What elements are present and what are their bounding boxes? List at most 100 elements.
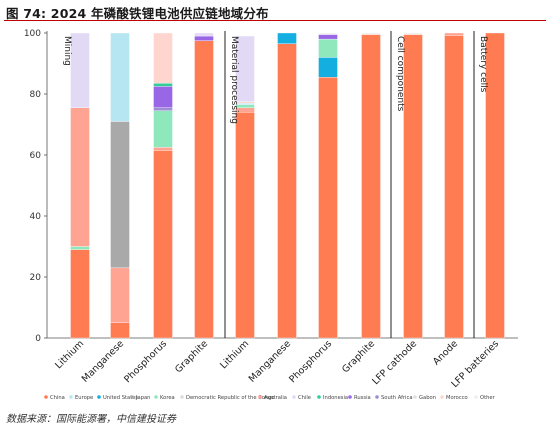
legend-label: China bbox=[50, 395, 65, 401]
legend-swatch bbox=[258, 395, 262, 399]
legend-label: Russia bbox=[354, 395, 371, 401]
chart: 0 20 40 60 80 100 Mining Material processing Cel… bbox=[24, 29, 518, 401]
x-tick-label: Manganese bbox=[80, 338, 126, 384]
bar-segment-korea bbox=[318, 38, 338, 58]
y-tick-label: 80 bbox=[30, 90, 42, 100]
legend-label: Indonesia bbox=[323, 395, 348, 401]
source-note: 数据来源：国际能源署，中信建投证券 bbox=[6, 414, 176, 425]
figure-title: 图 74: 2024 年磷酸铁锂电池供应链地域分布 bbox=[6, 6, 269, 21]
legend-item: Democratic Republic of the Congo bbox=[180, 395, 275, 401]
bar-group-manganese bbox=[277, 32, 297, 339]
legend-item: United States bbox=[97, 395, 138, 401]
legend-label: Australia bbox=[264, 395, 287, 401]
bar-segment-japan bbox=[110, 121, 130, 269]
bar-segment-australia bbox=[444, 32, 464, 36]
y-tick-label: 100 bbox=[24, 29, 41, 39]
bar-segment-indonesia bbox=[153, 83, 173, 87]
bar-segment-china bbox=[235, 112, 255, 339]
bar-group-phosphorus bbox=[318, 32, 338, 339]
bar-segment-europe bbox=[110, 32, 130, 122]
bar-segment-australia bbox=[110, 267, 130, 323]
x-tick-label: Graphite bbox=[340, 338, 377, 375]
bar-group-lithium bbox=[70, 32, 90, 339]
legend-swatch bbox=[180, 395, 184, 399]
title-divider bbox=[4, 20, 546, 21]
bar-segment-other bbox=[403, 32, 423, 35]
legend-label: South Africa bbox=[381, 395, 413, 401]
x-tick-label: Phosphorus bbox=[122, 338, 169, 385]
legend-swatch bbox=[317, 395, 321, 399]
legend-label: Japan bbox=[135, 395, 150, 401]
legend-label: Chile bbox=[298, 395, 311, 401]
section-label: Battery cells bbox=[478, 36, 488, 93]
bar-group-anode bbox=[444, 32, 464, 339]
legend-swatch bbox=[69, 395, 73, 399]
bar-segment-china bbox=[110, 322, 130, 339]
bar-segment-china bbox=[361, 34, 381, 339]
bar-segment-south-africa bbox=[153, 107, 173, 111]
bar-segment-china bbox=[194, 40, 214, 339]
bar-group-lithium bbox=[235, 35, 255, 339]
legend-label: Democratic Republic of the Congo bbox=[186, 395, 275, 401]
legend-label: United States bbox=[103, 395, 138, 401]
legend-item: Indonesia bbox=[317, 395, 348, 401]
x-tick-label: Anode bbox=[431, 338, 460, 367]
bar-group-lfp-cathode bbox=[403, 32, 423, 339]
bar-segment-korea bbox=[153, 110, 173, 148]
legend-swatch bbox=[348, 395, 352, 399]
bar-segment-china bbox=[444, 35, 464, 339]
legend-label: Europe bbox=[75, 395, 93, 401]
legend-label: Gabon bbox=[419, 395, 436, 401]
section-label: Cell components bbox=[395, 36, 405, 112]
legend-swatch bbox=[44, 395, 48, 399]
x-tick-label: Lithium bbox=[218, 338, 251, 371]
bar-segment-china bbox=[403, 34, 423, 339]
legend-label: Korea bbox=[160, 395, 175, 401]
bar-segment-united-states bbox=[318, 57, 338, 78]
bar-segment-chile bbox=[235, 35, 255, 102]
bar-segment-china bbox=[153, 150, 173, 339]
bar-segment-australia bbox=[153, 147, 173, 151]
bar-group-graphite bbox=[361, 32, 381, 339]
bar-segment-chile bbox=[194, 32, 214, 37]
legend-swatch bbox=[130, 395, 134, 399]
bar-segment-china bbox=[318, 77, 338, 339]
legend-item: Russia bbox=[348, 395, 371, 401]
bar-segment-united-states bbox=[277, 32, 297, 44]
bar-segment-russia bbox=[153, 86, 173, 108]
legend-item: Other bbox=[474, 395, 496, 401]
legend-item: Japan bbox=[130, 395, 150, 401]
x-tick-label: Lithium bbox=[53, 338, 86, 371]
bar-segment-china bbox=[70, 249, 90, 339]
bar-group-manganese bbox=[110, 32, 130, 339]
legend-item: Korea bbox=[154, 395, 175, 401]
legend-label: Morocco bbox=[446, 395, 468, 401]
x-tick-label: LFP cathode bbox=[370, 338, 419, 387]
bar-segment-morocco bbox=[153, 32, 173, 84]
legend-item: Morocco bbox=[440, 395, 468, 401]
bar-segment-australia bbox=[70, 107, 90, 247]
section-label: Material processing bbox=[229, 36, 239, 124]
y-tick-label: 0 bbox=[35, 334, 41, 344]
bar-segment-other bbox=[318, 32, 338, 35]
bar-segment-other bbox=[361, 32, 381, 35]
legend-item: South Africa bbox=[375, 395, 413, 401]
legend-swatch bbox=[413, 395, 417, 399]
section-label: Mining bbox=[62, 36, 72, 66]
bar-segment-russia bbox=[194, 35, 214, 41]
legend-swatch bbox=[292, 395, 296, 399]
legend-item: China bbox=[44, 395, 65, 401]
legend-swatch bbox=[154, 395, 158, 399]
bar-segment-russia bbox=[318, 34, 338, 40]
y-tick-label: 20 bbox=[30, 273, 42, 283]
y-tick-label: 40 bbox=[30, 212, 42, 222]
bar-segment-korea bbox=[70, 246, 90, 250]
bar-segment-china bbox=[485, 32, 505, 339]
bar-segment-china bbox=[277, 43, 297, 339]
legend-swatch bbox=[97, 395, 101, 399]
x-tick-label: Phosphorus bbox=[287, 338, 334, 385]
legend-item: Gabon bbox=[413, 395, 436, 401]
bar-group-graphite bbox=[194, 32, 214, 339]
y-tick-label: 60 bbox=[30, 151, 42, 161]
legend-swatch bbox=[474, 395, 478, 399]
